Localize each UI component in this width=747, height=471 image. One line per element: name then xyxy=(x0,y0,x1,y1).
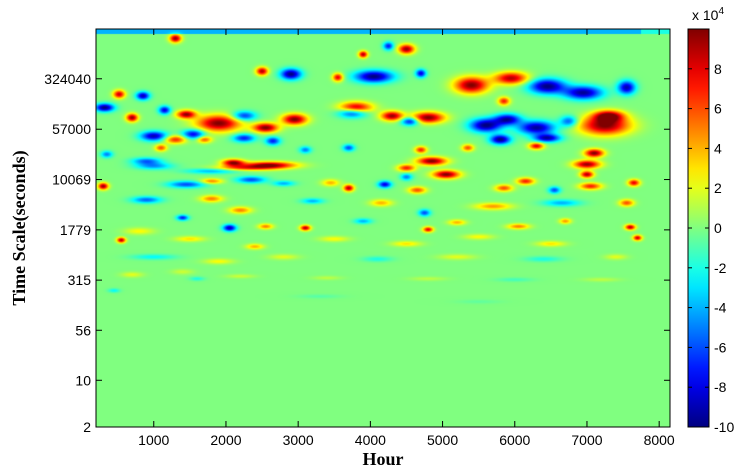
x-tick-label: 3000 xyxy=(283,432,314,448)
colorbar-tick-label: 2 xyxy=(714,180,722,196)
x-tick-label: 8000 xyxy=(644,432,675,448)
y-tick-label: 56 xyxy=(75,322,91,338)
x-tick-label: 7000 xyxy=(571,432,602,448)
heatmap-image xyxy=(96,29,670,427)
x-tick-label: 4000 xyxy=(355,432,386,448)
colorbar-tick-label: -6 xyxy=(714,339,727,355)
y-tick-label: 1779 xyxy=(60,222,91,238)
colorbar-tick-label: -4 xyxy=(714,300,727,316)
x-tick-label: 2000 xyxy=(210,432,241,448)
y-tick-label: 2 xyxy=(83,419,91,435)
x-axis: 1000 2000 3000 4000 5000 6000 7000 8000 xyxy=(138,29,675,448)
colorbar-tick-label: -2 xyxy=(714,260,727,276)
y-axis-title: Time Scale(seconds) xyxy=(9,150,30,305)
plot-area xyxy=(95,28,671,428)
colorbar-tick-label: 8 xyxy=(714,61,722,77)
y-axis: 2 10 56 315 1779 10069 57000 324040 xyxy=(44,71,670,435)
y-tick-label: 324040 xyxy=(44,71,91,87)
x-tick-label: 1000 xyxy=(138,432,169,448)
colorbar-tick-label: 0 xyxy=(714,220,722,236)
colorbar-tick-label: 6 xyxy=(714,101,722,117)
colorbar-multiplier-exponent: 4 xyxy=(718,6,724,17)
y-tick-label: 10069 xyxy=(52,172,91,188)
x-axis-title: Hour xyxy=(362,449,403,469)
colorbar-ticks: 8 6 4 2 0 -2 -4 -6 -8 -10 xyxy=(688,61,734,435)
plot-frame xyxy=(95,28,671,428)
y-tick-label: 10 xyxy=(75,372,91,388)
y-tick-label: 315 xyxy=(68,272,92,288)
colorbar-tick-label: -8 xyxy=(714,379,727,395)
x-tick-label: 6000 xyxy=(499,432,530,448)
colorbar-tick-label: 4 xyxy=(714,140,722,156)
colorbar-tick-label: -10 xyxy=(714,419,734,435)
y-tick-label: 57000 xyxy=(52,121,91,137)
colorbar-gradient xyxy=(688,29,709,427)
colorbar-multiplier-base: x 10 xyxy=(692,7,719,23)
colorbar-multiplier: x 104 xyxy=(692,6,724,23)
x-tick-label: 5000 xyxy=(427,432,458,448)
